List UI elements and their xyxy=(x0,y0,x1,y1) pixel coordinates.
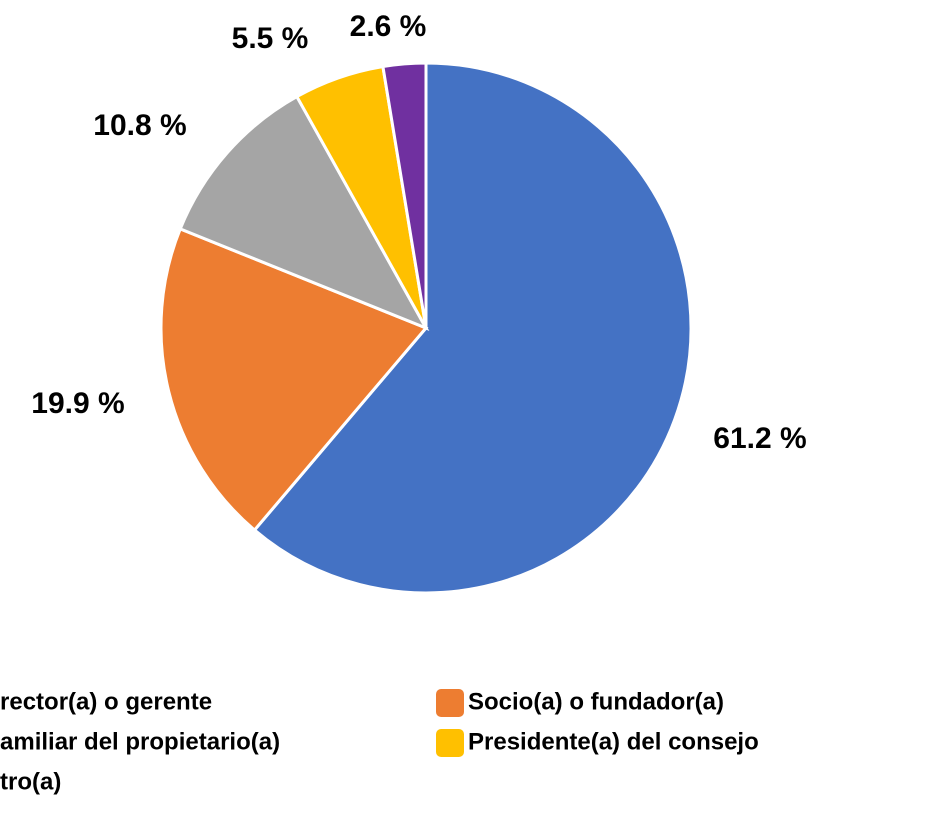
data-label: 5.5 % xyxy=(232,22,309,55)
data-label: 61.2 % xyxy=(713,422,806,455)
legend-label: Presidente(a) del consejo xyxy=(468,728,759,755)
pie-slice xyxy=(178,94,430,331)
data-label: 19.9 % xyxy=(31,387,124,420)
legend-label: amiliar del propietario(a) xyxy=(0,728,280,755)
pie-slice xyxy=(159,226,429,533)
legend-swatch xyxy=(436,689,464,717)
pie-slice xyxy=(252,61,693,595)
legend-label: tro(a) xyxy=(0,768,61,795)
legend-swatch xyxy=(436,729,464,757)
legend-label: rector(a) o gerente xyxy=(0,688,212,715)
legend-label: Socio(a) o fundador(a) xyxy=(468,688,724,715)
pie-slice xyxy=(381,61,428,329)
data-label: 10.8 % xyxy=(93,109,186,142)
data-label: 2.6 % xyxy=(350,10,427,43)
